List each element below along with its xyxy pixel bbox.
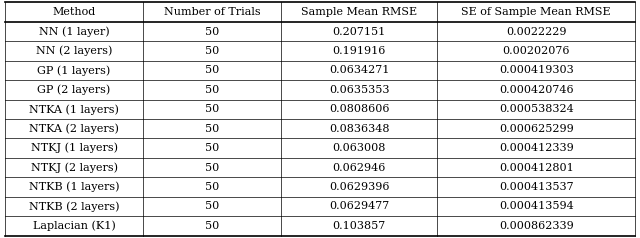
Text: 50: 50 (205, 85, 219, 95)
Text: 0.000538324: 0.000538324 (499, 104, 573, 114)
Text: 0.000420746: 0.000420746 (499, 85, 573, 95)
Text: 50: 50 (205, 65, 219, 75)
Text: NN (1 layer): NN (1 layer) (39, 26, 109, 37)
Text: 50: 50 (205, 26, 219, 37)
Text: GP (1 layers): GP (1 layers) (37, 65, 111, 76)
Text: 0.191916: 0.191916 (332, 46, 386, 56)
Text: 0.0808606: 0.0808606 (329, 104, 389, 114)
Text: Number of Trials: Number of Trials (164, 7, 260, 17)
Text: Laplacian (K1): Laplacian (K1) (33, 221, 115, 231)
Text: 50: 50 (205, 124, 219, 134)
Text: Sample Mean RMSE: Sample Mean RMSE (301, 7, 417, 17)
Text: 0.207151: 0.207151 (333, 26, 386, 37)
Text: NTKB (2 layers): NTKB (2 layers) (29, 201, 119, 212)
Text: 0.000413537: 0.000413537 (499, 182, 573, 192)
Text: 50: 50 (205, 201, 219, 212)
Text: 50: 50 (205, 143, 219, 153)
Text: 0.0022229: 0.0022229 (506, 26, 566, 37)
Text: 0.103857: 0.103857 (333, 221, 386, 231)
Text: 0.000625299: 0.000625299 (499, 124, 573, 134)
Text: 0.0629477: 0.0629477 (329, 201, 389, 212)
Text: GP (2 layers): GP (2 layers) (37, 84, 111, 95)
Text: NTKB (1 layers): NTKB (1 layers) (29, 182, 119, 192)
Text: NTKJ (2 layers): NTKJ (2 layers) (31, 162, 118, 173)
Text: 0.000419303: 0.000419303 (499, 65, 573, 75)
Text: 0.0629396: 0.0629396 (329, 182, 389, 192)
Text: 0.000413594: 0.000413594 (499, 201, 573, 212)
Text: 50: 50 (205, 182, 219, 192)
Text: 0.0836348: 0.0836348 (329, 124, 389, 134)
Text: 0.000862339: 0.000862339 (499, 221, 573, 231)
Text: NN (2 layers): NN (2 layers) (36, 46, 112, 56)
Text: 0.000412339: 0.000412339 (499, 143, 573, 153)
Text: 0.000412801: 0.000412801 (499, 163, 573, 173)
Text: 50: 50 (205, 221, 219, 231)
Text: 0.0634271: 0.0634271 (329, 65, 389, 75)
Text: NTKJ (1 layers): NTKJ (1 layers) (31, 143, 118, 154)
Text: NTKA (1 layers): NTKA (1 layers) (29, 104, 119, 114)
Text: Method: Method (52, 7, 96, 17)
Text: 0.0635353: 0.0635353 (329, 85, 389, 95)
Text: 0.062946: 0.062946 (332, 163, 386, 173)
Text: 0.063008: 0.063008 (332, 143, 386, 153)
Text: 0.00202076: 0.00202076 (502, 46, 570, 56)
Text: SE of Sample Mean RMSE: SE of Sample Mean RMSE (461, 7, 611, 17)
Text: 50: 50 (205, 163, 219, 173)
Text: NTKA (2 layers): NTKA (2 layers) (29, 124, 119, 134)
Text: 50: 50 (205, 104, 219, 114)
Text: 50: 50 (205, 46, 219, 56)
